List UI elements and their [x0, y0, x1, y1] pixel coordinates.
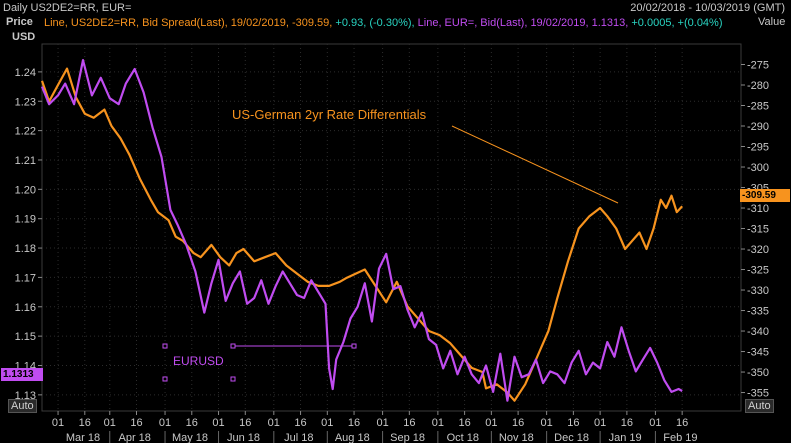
right-axis-tick-label: -285 — [747, 101, 769, 113]
left-axis-tick-label: 1.20 — [15, 184, 36, 196]
legend-spread-change: +0.93, (-0.30%), — [335, 17, 415, 29]
axis-layer: 1.24 1.23 1.22 1.21 1.20 1.19 1.18 1.17 1.16 1.15… — [15, 60, 769, 443]
left-axis-tick-label: 1.15 — [15, 331, 36, 343]
x-axis-tick-label: 01 — [268, 417, 280, 429]
left-axis-tick-label: 1.24 — [15, 67, 36, 79]
right-axis-tick-label: -325 — [747, 265, 769, 277]
left-axis-tick-label: 1.18 — [15, 243, 36, 255]
x-axis-tick-label: 01 — [52, 417, 64, 429]
x-axis-month-label: May 18 — [172, 432, 208, 443]
annotation-text: US-German 2yr Rate Differentials — [232, 107, 427, 122]
x-axis-tick-label: 16 — [130, 417, 142, 429]
legend-spread-label: Line, US2DE2=RR, Bid Spread(Last), 19/02… — [44, 17, 333, 29]
eur-last-value-tag: 1.1313 — [1, 368, 43, 381]
spread-last-value-tag: -309.59 — [740, 189, 790, 202]
left-axis-tick-label: 1.22 — [15, 126, 36, 138]
chart-title: Daily US2DE2=RR, EUR= — [3, 2, 132, 14]
x-axis-tick-label: 16 — [79, 417, 91, 429]
x-axis-tick-label: 16 — [403, 417, 415, 429]
left-axis-tick-label: 1.17 — [15, 272, 36, 284]
drawing-layer: EURUSD — [162, 343, 357, 382]
x-axis-tick-label: 01 — [376, 417, 388, 429]
x-axis-tick-label: 01 — [541, 417, 553, 429]
auto-scale-left-button[interactable]: Auto — [8, 399, 37, 413]
drawing-handle[interactable] — [230, 343, 236, 349]
x-axis-tick-label: 16 — [512, 417, 524, 429]
right-axis-tick-label: -320 — [747, 244, 769, 256]
x-axis-tick-label: 16 — [458, 417, 470, 429]
grid-layer — [41, 43, 742, 412]
right-axis-tick-label: -300 — [747, 162, 769, 174]
right-axis-tick-label: -280 — [747, 80, 769, 92]
drawing-label: EURUSD — [173, 354, 224, 368]
right-axis-tick-label: -315 — [747, 224, 769, 236]
x-axis-month-label: Jun 18 — [227, 432, 260, 443]
drawing-handle[interactable] — [230, 376, 236, 382]
legend: Line, US2DE2=RR, Bid Spread(Last), 19/02… — [44, 16, 744, 31]
date-range: 20/02/2018 - 10/03/2019 (GMT) — [630, 2, 785, 14]
x-axis-tick-label: 01 — [159, 417, 171, 429]
x-axis-month-label: Jan 19 — [609, 432, 642, 443]
x-axis-month-label: Oct 18 — [447, 432, 479, 443]
x-axis-tick-label: 16 — [621, 417, 633, 429]
x-axis-tick-label: 01 — [649, 417, 661, 429]
x-axis-month-label: Feb 19 — [663, 432, 697, 443]
eur-series-line — [40, 59, 683, 402]
right-axis-tick-label: -295 — [747, 142, 769, 154]
auto-scale-right-button[interactable]: Auto — [745, 399, 774, 413]
x-axis-tick-label: 01 — [485, 417, 497, 429]
x-axis-tick-label: 16 — [567, 417, 579, 429]
x-axis-tick-label: 01 — [432, 417, 444, 429]
x-axis-tick-label: 16 — [294, 417, 306, 429]
series-layer — [40, 59, 684, 402]
right-axis-tick-label: -275 — [747, 60, 769, 72]
x-axis-tick-label: 16 — [186, 417, 198, 429]
left-axis-tick-label: 1.13 — [15, 390, 36, 402]
x-axis-tick-label: 01 — [104, 417, 116, 429]
left-axis-tick-label: 1.23 — [15, 96, 36, 108]
right-axis-tick-label: -335 — [747, 306, 769, 318]
x-axis-month-label: Sep 18 — [390, 432, 425, 443]
x-axis-month-label: Jul 18 — [284, 432, 313, 443]
left-axis-unit: USD — [12, 31, 36, 43]
left-axis-label: Price — [6, 16, 33, 28]
x-axis-tick-label: 16 — [239, 417, 251, 429]
drawing-handle[interactable] — [162, 376, 168, 382]
x-axis-tick-label: 01 — [212, 417, 224, 429]
spread-series-line — [40, 67, 684, 402]
legend-eur-label: Line, EUR=, Bid(Last), 19/02/2019, 1.131… — [417, 17, 629, 29]
right-axis-tick-label: -290 — [747, 121, 769, 133]
x-axis-tick-label: 01 — [594, 417, 606, 429]
legend-eur-change: +0.0005, +(0.04%) — [631, 17, 723, 29]
left-axis-tick-label: 1.16 — [15, 302, 36, 314]
right-axis-tick-label: -355 — [747, 388, 769, 400]
x-axis-tick-label: 01 — [321, 417, 333, 429]
right-axis-label: Value — [758, 16, 786, 28]
plot-frame — [41, 43, 742, 412]
right-axis-tick-label: -350 — [747, 367, 769, 379]
x-axis-month-label: Dec 18 — [554, 432, 589, 443]
x-axis-month-label: Nov 18 — [499, 432, 534, 443]
right-axis-tick-label: -330 — [747, 285, 769, 297]
right-axis-tick-label: -310 — [747, 203, 769, 215]
x-axis-month-label: Apr 18 — [119, 432, 151, 443]
x-axis-month-label: Aug 18 — [335, 432, 370, 443]
right-axis-tick-label: -340 — [747, 326, 769, 338]
drawing-handle[interactable] — [162, 343, 168, 349]
left-axis-tick-label: 1.19 — [15, 214, 36, 226]
x-axis-tick-label: 16 — [676, 417, 688, 429]
x-axis-tick-label: 16 — [348, 417, 360, 429]
annotation-arrow — [451, 125, 619, 204]
left-axis-tick-label: 1.21 — [15, 155, 36, 167]
annotation: US-German 2yr Rate Differentials — [232, 107, 619, 204]
right-axis-tick-label: -345 — [747, 347, 769, 359]
x-axis-month-label: Mar 18 — [66, 432, 100, 443]
